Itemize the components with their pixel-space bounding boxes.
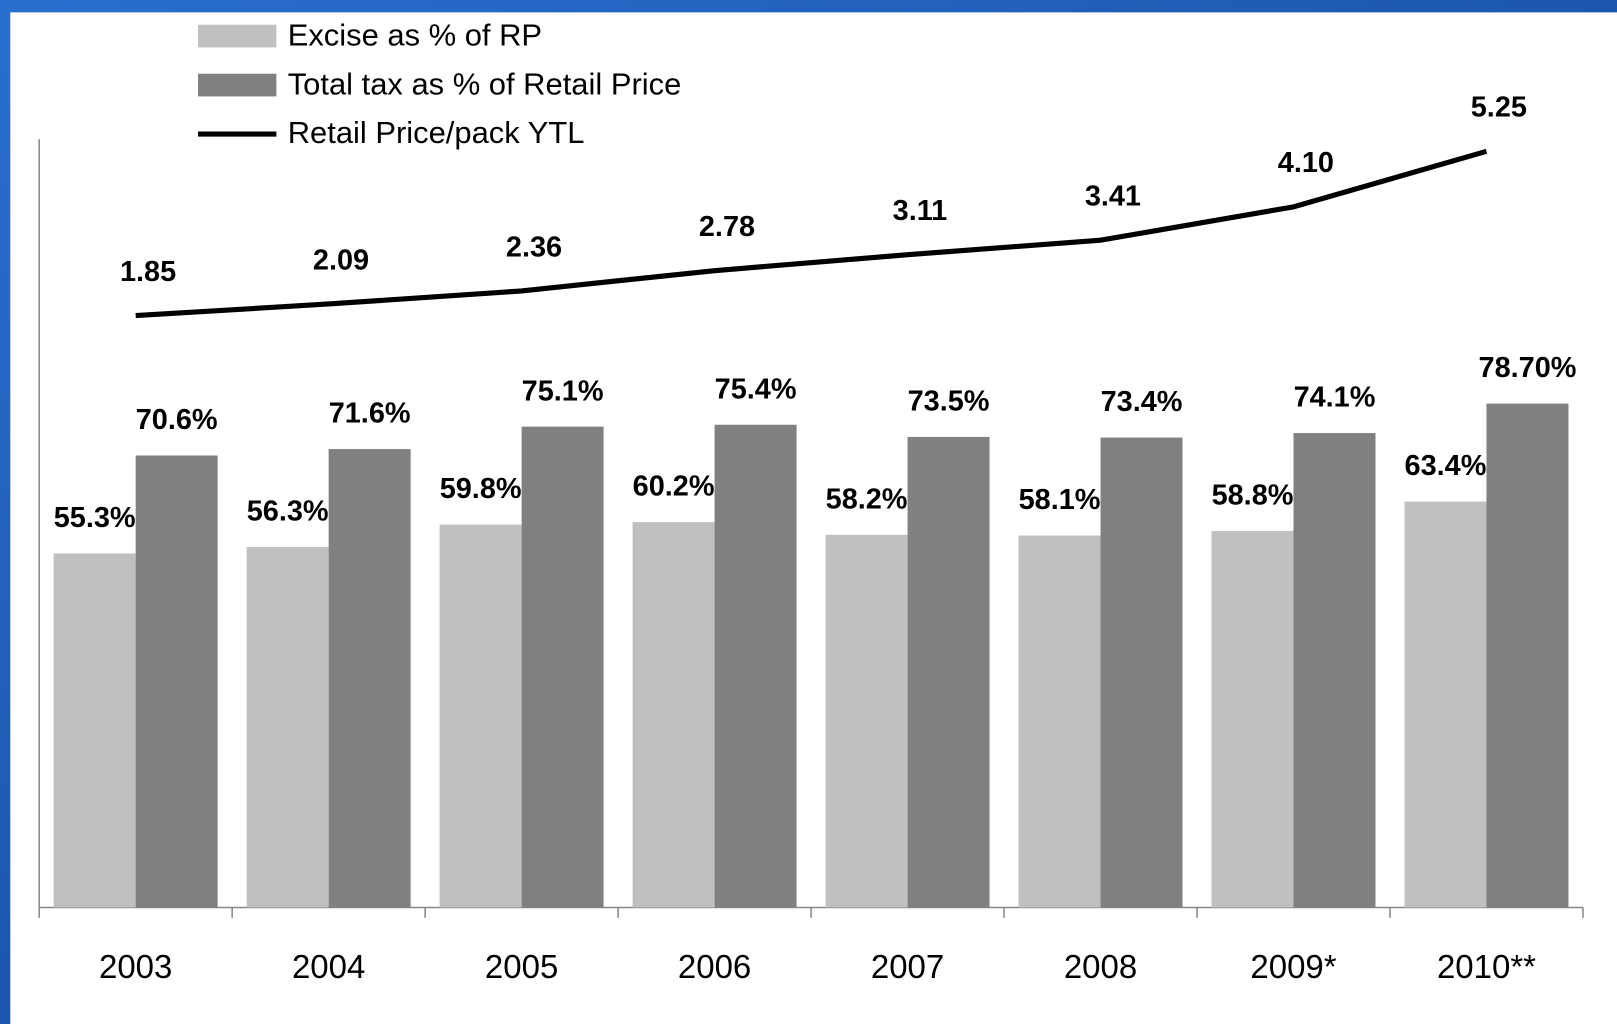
bar	[135, 455, 218, 908]
value-label: 71.6%	[329, 398, 411, 430]
x-tick-label: 2006	[678, 948, 751, 985]
x-tick-label: 2008	[1064, 948, 1137, 985]
value-label: 60.2%	[633, 471, 715, 503]
x-tick-label: 2009*	[1250, 948, 1336, 985]
legend-label: Retail Price/pack YTL	[288, 115, 585, 150]
value-label: 70.6%	[136, 404, 218, 436]
legend-swatch	[198, 24, 277, 48]
bar	[714, 424, 797, 908]
x-tick-label: 2005	[485, 948, 558, 985]
bar	[1100, 437, 1183, 908]
bar	[1404, 501, 1487, 908]
bar	[521, 426, 604, 908]
bar	[246, 547, 329, 908]
value-label: 73.5%	[908, 386, 990, 418]
value-label: 58.1%	[1019, 484, 1101, 516]
value-label: 75.1%	[522, 375, 604, 407]
x-tick-label: 2007	[871, 948, 944, 985]
value-label: 75.4%	[715, 373, 797, 405]
value-label: 1.85	[120, 256, 176, 288]
bar	[1293, 433, 1376, 908]
value-label: 3.41	[1085, 181, 1141, 213]
bar	[439, 524, 522, 908]
bar	[1486, 403, 1569, 908]
legend-label: Total tax as % of Retail Price	[288, 66, 682, 101]
value-label: 4.10	[1278, 147, 1334, 179]
value-label: 2.78	[699, 211, 755, 243]
value-label: 3.11	[893, 195, 948, 227]
value-label: 63.4%	[1405, 450, 1487, 482]
x-tick-label: 2004	[292, 948, 365, 985]
value-label: 58.8%	[1212, 480, 1294, 512]
value-label: 2.36	[506, 231, 562, 263]
line	[135, 148, 1488, 319]
bar	[825, 534, 908, 908]
value-label: 58.2%	[826, 483, 908, 515]
bar	[1211, 531, 1294, 908]
bar	[328, 449, 411, 908]
bar	[907, 436, 990, 908]
value-label: 59.8%	[440, 473, 522, 505]
value-label: 5.25	[1471, 92, 1527, 124]
value-label: 73.4%	[1101, 386, 1183, 418]
value-label: 56.3%	[247, 496, 329, 528]
x-tick-label: 2010**	[1437, 948, 1536, 985]
value-label: 74.1%	[1294, 382, 1376, 414]
value-label: 78.70%	[1479, 352, 1577, 384]
x-tick-label: 2003	[99, 948, 172, 985]
value-label: 2.09	[313, 244, 369, 276]
legend-swatch	[198, 73, 277, 97]
bar	[632, 522, 715, 908]
value-label: 55.3%	[54, 502, 136, 534]
bar	[1018, 535, 1101, 908]
legend-label: Excise as % of RP	[288, 17, 542, 52]
bar	[53, 553, 136, 908]
